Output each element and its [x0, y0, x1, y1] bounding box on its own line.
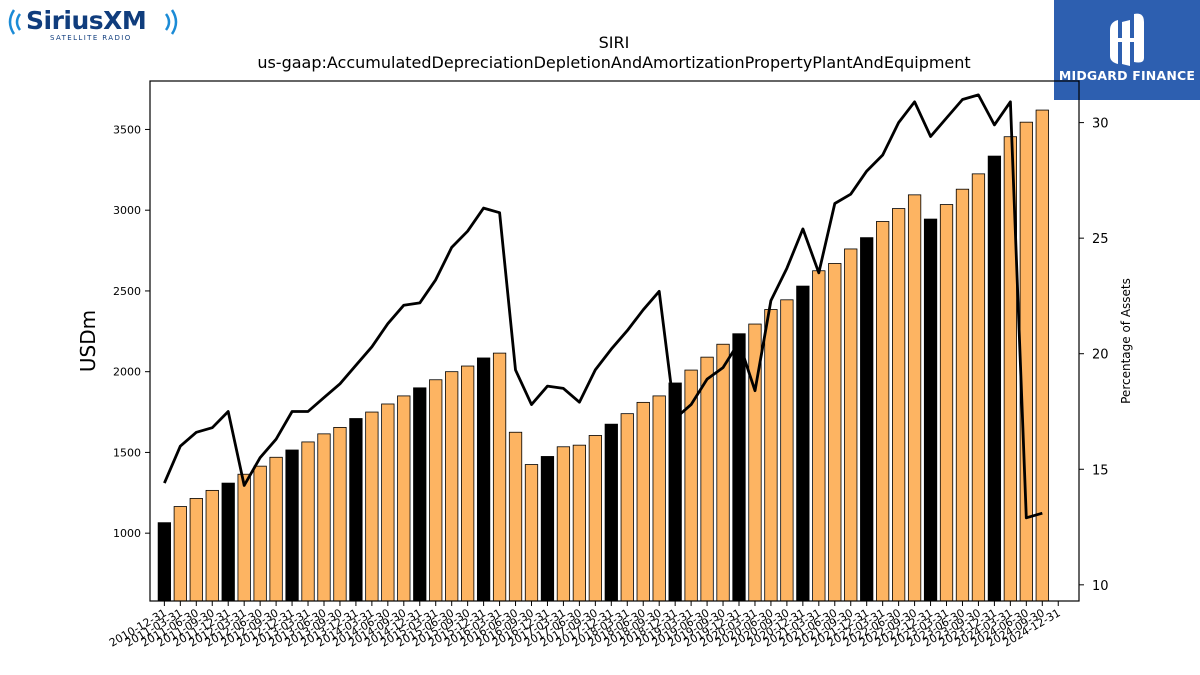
bar [397, 395, 411, 602]
bar [461, 365, 475, 602]
bar [413, 387, 427, 602]
bar [955, 188, 970, 602]
y2-axis: 10 15 20 25 30 [1079, 117, 1109, 594]
chart-subtitle: us-gaap:AccumulatedDepreciationDepletion… [257, 53, 970, 72]
bar [588, 435, 602, 602]
bar [237, 473, 251, 602]
bar [189, 498, 203, 602]
midgard-finance-logo: MIDGARD FINANCE [1054, 0, 1200, 100]
siriusxm-logo-tagline: SATELLITE RADIO [50, 34, 132, 42]
bar [381, 403, 395, 602]
bar [253, 465, 267, 602]
y-tick-label: 3000 [113, 204, 141, 217]
bar [285, 449, 299, 602]
y2-tick-label: 25 [1092, 232, 1109, 247]
y2-tick-label: 20 [1092, 348, 1109, 363]
bar [923, 218, 938, 602]
line-group [163, 93, 1043, 520]
bar [764, 309, 778, 602]
bar [1035, 109, 1049, 602]
y-tick-label: 2500 [113, 285, 141, 298]
y2-tick-label: 15 [1092, 463, 1109, 478]
y2-tick-label: 30 [1092, 117, 1109, 132]
y2-tick-label: 10 [1092, 579, 1109, 594]
chart-title: SIRI [599, 33, 630, 52]
y-tick-label: 1500 [113, 446, 141, 459]
bar [301, 441, 315, 602]
y2-axis-label: Percentage of Assets [1119, 278, 1133, 404]
bar [732, 333, 746, 602]
y-axis-label: USDm [76, 310, 100, 372]
y-tick-label: 2000 [113, 366, 141, 379]
bar [860, 237, 874, 602]
bar [173, 506, 187, 602]
bar [269, 456, 283, 602]
bar [445, 371, 459, 602]
bar [317, 433, 331, 602]
bar [157, 522, 171, 602]
bar [892, 208, 906, 602]
bar [716, 343, 730, 602]
bar [492, 352, 507, 602]
signal-waves-left-icon [8, 9, 22, 35]
bar [556, 446, 571, 602]
midgard-logo-text: MIDGARD FINANCE [1058, 68, 1196, 83]
bar [700, 356, 714, 602]
series-line [163, 93, 1043, 520]
bar [876, 221, 890, 602]
signal-waves-right-icon [164, 9, 178, 35]
bar [1019, 121, 1033, 602]
bar [828, 263, 842, 602]
bar [205, 489, 219, 602]
bar [540, 456, 555, 602]
bar [780, 299, 794, 602]
bar [812, 270, 826, 602]
midgard-mark-icon [1110, 13, 1144, 66]
bar [652, 395, 666, 602]
bar [796, 285, 810, 602]
bar [572, 444, 587, 602]
bar [939, 204, 954, 602]
bar [429, 379, 443, 602]
bar [349, 418, 363, 602]
bar [636, 401, 650, 602]
bar [508, 431, 523, 602]
siriusxm-logo: SiriusXM SATELLITE RADIO [4, 4, 184, 44]
bar [604, 423, 618, 602]
y-axis: 1000 1500 2000 2500 3000 3500 [113, 123, 150, 540]
bar [987, 155, 1002, 602]
bar [907, 194, 922, 602]
bar [476, 357, 491, 602]
x-axis: 2010-12-312011-03-312011-06-302011-09-30… [107, 601, 1063, 650]
bar [333, 426, 347, 602]
bar [365, 411, 379, 602]
y-tick-label: 3500 [113, 123, 141, 136]
bar [844, 248, 858, 602]
bar-group [157, 109, 1049, 602]
plot-frame [149, 80, 1080, 602]
siriusxm-logo-text: SiriusXM [26, 6, 147, 35]
bar [971, 173, 986, 602]
y-tick-label: 1000 [113, 527, 141, 540]
bar [221, 482, 235, 602]
bar [524, 464, 539, 602]
bar [620, 413, 634, 602]
